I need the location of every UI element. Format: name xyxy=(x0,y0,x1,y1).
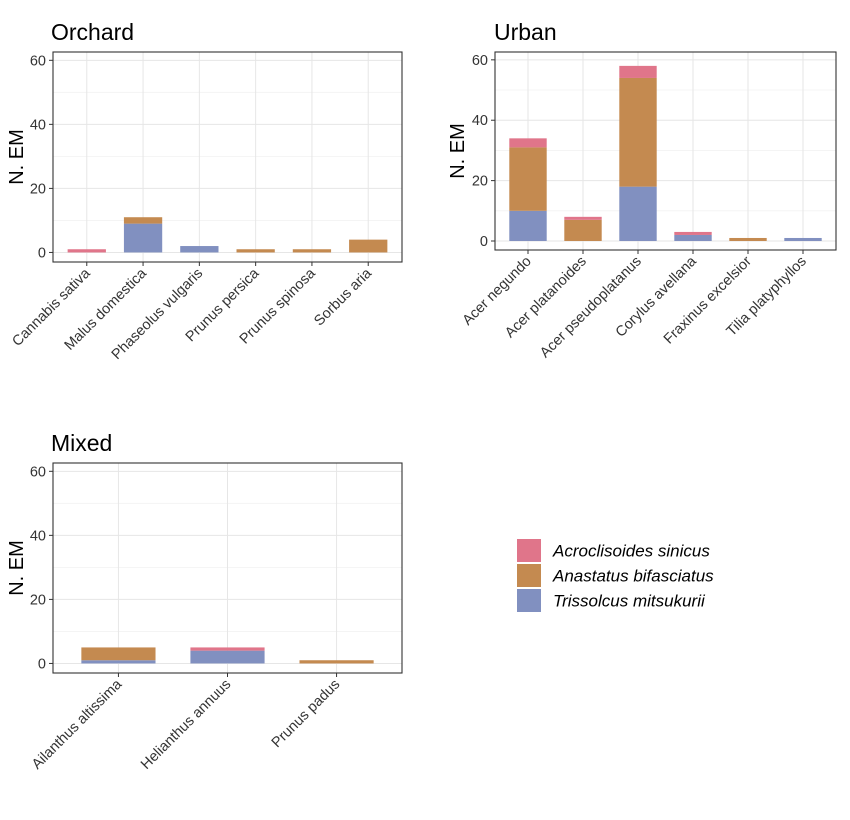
bar-helianthus-annuus-trissolcus-mitsukurii xyxy=(190,650,265,664)
bar-phaseolus-vulgaris-trissolcus-mitsukurii xyxy=(180,246,219,253)
legend-swatch-anastatus-bifasciatus xyxy=(517,564,541,587)
y-tick-label: 20 xyxy=(472,174,488,190)
y-axis-label: N. EM xyxy=(6,540,28,596)
bar-acer-pseudoplatanus-acroclisoides-sinicus xyxy=(619,65,657,78)
y-tick-label: 0 xyxy=(480,234,488,250)
panel-background xyxy=(53,52,402,262)
bar-acer-pseudoplatanus-trissolcus-mitsukurii xyxy=(619,186,657,241)
bar-prunus-spinosa-anastatus-bifasciatus xyxy=(292,249,332,253)
panel-title: Urban xyxy=(494,19,557,45)
y-tick-label: 60 xyxy=(472,53,488,69)
y-tick-label: 40 xyxy=(472,113,488,129)
legend: Acroclisoides sinicus Anastatus bifasciat… xyxy=(517,539,714,612)
bar-ailanthus-altissima-trissolcus-mitsukurii xyxy=(81,660,156,664)
panel-title: Orchard xyxy=(51,19,134,45)
bar-acer-platanoides-anastatus-bifasciatus xyxy=(564,219,602,241)
legend-swatch-trissolcus-mitsukurii xyxy=(517,589,541,612)
y-tick-label: 60 xyxy=(30,464,46,480)
x-tick-label-prunus-padus: Prunus padus xyxy=(269,677,344,752)
bar-prunus-padus-anastatus-bifasciatus xyxy=(299,660,374,664)
bar-acer-pseudoplatanus-anastatus-bifasciatus xyxy=(619,77,657,187)
y-axis-label: N. EM xyxy=(6,129,28,185)
bar-sorbus-aria-anastatus-bifasciatus xyxy=(349,239,388,253)
legend-label-acroclisoides-sinicus: Acroclisoides sinicus xyxy=(552,542,710,561)
bar-helianthus-annuus-acroclisoides-sinicus xyxy=(190,647,265,651)
bar-malus-domestica-anastatus-bifasciatus xyxy=(123,217,163,224)
panel-background xyxy=(495,52,836,250)
y-tick-label: 0 xyxy=(38,656,46,672)
panel-title: Mixed xyxy=(51,430,112,456)
legend-swatch-acroclisoides-sinicus xyxy=(517,539,541,562)
bar-tilia-platyphyllos-trissolcus-mitsukurii xyxy=(784,237,822,241)
x-tick-label-sorbus-aria: Sorbus aria xyxy=(311,265,375,329)
bar-acer-negundo-trissolcus-mitsukurii xyxy=(509,210,547,241)
panel-border xyxy=(52,51,403,263)
panel-border xyxy=(494,51,837,251)
x-tick-label-helianthus-annuus: Helianthus annuus xyxy=(138,677,234,773)
y-tick-label: 20 xyxy=(30,592,46,608)
x-tick-label-acer-pseudoplatanus: Acer pseudoplatanus xyxy=(537,254,645,362)
bar-acer-platanoides-acroclisoides-sinicus xyxy=(564,216,602,220)
panel-mixed: 0 20 40 60 Ailanthus altissima Helianthus ann… xyxy=(6,430,403,773)
legend-label-anastatus-bifasciatus: Anastatus bifasciatus xyxy=(552,567,714,586)
bar-corylus-avellana-acroclisoides-sinicus xyxy=(674,231,712,235)
y-tick-label: 40 xyxy=(30,117,46,133)
y-tick-label: 0 xyxy=(38,245,46,261)
bar-cannabis-sativa-acroclisoides-sinicus xyxy=(67,249,106,253)
bar-acer-negundo-anastatus-bifasciatus xyxy=(509,147,547,211)
bar-prunus-persica-anastatus-bifasciatus xyxy=(236,249,275,253)
bar-fraxinus-excelsior-anastatus-bifasciatus xyxy=(729,237,767,241)
y-tick-label: 60 xyxy=(30,53,46,69)
bar-corylus-avellana-trissolcus-mitsukurii xyxy=(674,234,712,241)
legend-label-trissolcus-mitsukurii: Trissolcus mitsukurii xyxy=(553,592,706,611)
y-tick-label: 40 xyxy=(30,528,46,544)
bar-acer-negundo-acroclisoides-sinicus xyxy=(509,138,547,148)
y-tick-label: 20 xyxy=(30,181,46,197)
bar-malus-domestica-trissolcus-mitsukurii xyxy=(123,223,163,253)
y-axis-label: N. EM xyxy=(447,123,469,179)
bar-ailanthus-altissima-anastatus-bifasciatus xyxy=(81,647,156,661)
x-tick-label-ailanthus-altissima: Ailanthus altissima xyxy=(29,676,126,773)
